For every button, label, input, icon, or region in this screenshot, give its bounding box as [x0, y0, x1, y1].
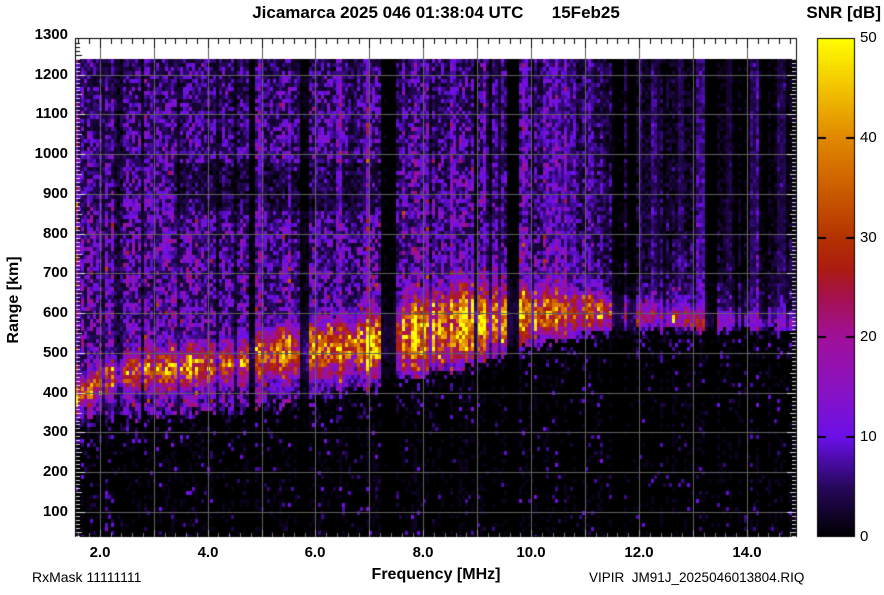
x-tick-label: 8.0: [412, 544, 434, 561]
colorbar-tick-label: 0: [860, 528, 869, 545]
y-tick-label: 600: [42, 304, 68, 321]
y-tick-label: 800: [42, 225, 68, 242]
colorbar-title: SNR [dB]: [806, 3, 881, 22]
x-tick-label: 6.0: [304, 544, 326, 561]
y-tick-label: 400: [42, 384, 68, 401]
x-tick-label: 4.0: [197, 544, 219, 561]
y-tick-label: 300: [42, 423, 68, 440]
rx-mask-label: RxMask 11111111: [32, 569, 142, 585]
y-tick-label: 1100: [35, 105, 68, 122]
y-tick-label: 700: [42, 264, 68, 281]
colorbar-tick-label: 10: [860, 428, 877, 445]
y-tick-label: 1200: [34, 66, 68, 83]
colorbar-tick-label: 30: [860, 229, 877, 246]
y-tick-label: 200: [42, 463, 68, 480]
x-tick-label: 14.0: [732, 544, 762, 561]
y-tick-label: 500: [42, 344, 68, 361]
colorbar-tick-label: 50: [860, 29, 877, 46]
y-tick-label: 900: [42, 185, 68, 202]
y-tick-label: 1000: [34, 145, 68, 162]
data-file-label: VIPIR JM91J_2025046013804.RIQ: [589, 570, 805, 585]
y-tick-label: 1300: [34, 26, 68, 43]
x-tick-label: 10.0: [516, 544, 546, 561]
x-tick-label: 12.0: [624, 544, 654, 561]
plot-title: Jicamarca 2025 046 01:38:04 UTC 15Feb25: [252, 3, 620, 22]
colorbar-tick-label: 20: [860, 328, 877, 345]
x-axis-label: Frequency [MHz]: [371, 566, 501, 583]
y-tick-label: 100: [42, 503, 68, 520]
colorbar-tick-label: 40: [860, 129, 877, 146]
x-tick-label: 2.0: [89, 544, 111, 561]
